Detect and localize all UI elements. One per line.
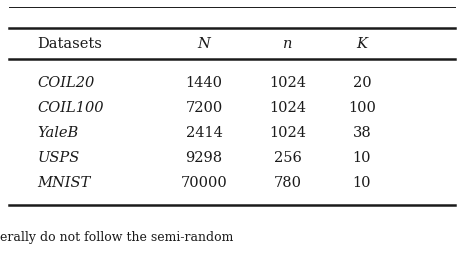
Text: K: K [356,36,367,51]
Text: Datasets: Datasets [37,36,102,51]
Text: 9298: 9298 [185,151,222,166]
Text: 256: 256 [273,151,301,166]
Text: n: n [282,36,292,51]
Text: 1024: 1024 [269,126,306,140]
Text: 10: 10 [352,151,370,166]
Text: 2414: 2414 [185,126,222,140]
Text: N: N [197,36,210,51]
Text: YaleB: YaleB [37,126,78,140]
Text: MNIST: MNIST [37,176,90,191]
Text: 1440: 1440 [185,76,222,90]
Text: 100: 100 [347,101,375,115]
Text: 1024: 1024 [269,76,306,90]
Text: COIL20: COIL20 [37,76,94,90]
Text: USPS: USPS [37,151,79,166]
Text: COIL100: COIL100 [37,101,103,115]
Text: 10: 10 [352,176,370,191]
Text: 1024: 1024 [269,101,306,115]
Text: 780: 780 [273,176,301,191]
Text: 70000: 70000 [181,176,227,191]
Text: 20: 20 [352,76,370,90]
Text: erally do not follow the semi-random: erally do not follow the semi-random [0,231,233,244]
Text: 38: 38 [352,126,370,140]
Text: 7200: 7200 [185,101,222,115]
